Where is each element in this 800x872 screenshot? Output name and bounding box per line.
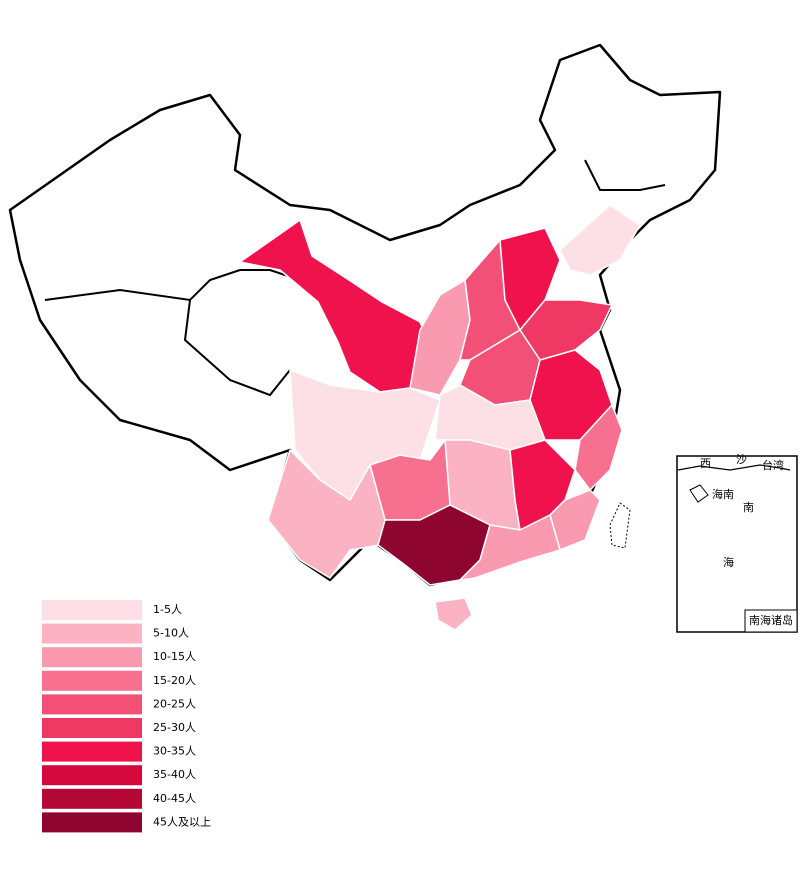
inset-label: 沙 (736, 453, 747, 466)
legend-label: 30-35人 (153, 745, 196, 758)
inset-title-box (744, 609, 798, 633)
legend-label: 10-15人 (153, 650, 196, 663)
legend-swatch (42, 812, 142, 833)
province (434, 597, 473, 631)
inset-label: 海 (723, 555, 734, 569)
legend-label: 40-45人 (153, 792, 196, 805)
legend-label: 5-10人 (153, 627, 189, 640)
legend-label: 45人及以上 (153, 815, 211, 828)
provinces (239, 204, 641, 631)
inset-frame (676, 455, 798, 633)
legend-label: 15-20人 (153, 674, 196, 687)
taiwan (609, 502, 631, 549)
legend-swatch (42, 765, 142, 786)
inset-label: 海南 (712, 487, 734, 501)
inset: 西 沙 台湾 海南 南 海 南海诸岛 (676, 453, 798, 633)
inset-label: 西 (700, 457, 711, 470)
legend-label: 20-25人 (153, 697, 196, 710)
legend-swatch (42, 694, 142, 715)
legend-label: 1-5人 (153, 603, 182, 616)
inset-title: 南海诸岛 (749, 613, 793, 627)
legend-swatch (42, 623, 142, 644)
legend-swatch (42, 647, 142, 668)
legend-swatch (42, 718, 142, 738)
inset-island (689, 484, 709, 503)
legend-swatch (42, 741, 142, 762)
province (559, 204, 641, 276)
legend-swatch (42, 600, 142, 620)
legend-swatch (42, 670, 142, 691)
legend: 1-5人 5-10人 10-15人 15-20人 20-25人 25-30人 30-35人 3… (42, 600, 211, 833)
legend-swatch (42, 788, 142, 809)
legend-label: 25-30人 (153, 721, 196, 734)
province (459, 514, 561, 581)
inset-coast (677, 464, 791, 471)
inset-label: 南 (743, 501, 754, 514)
inset-label: 台湾 (762, 458, 784, 472)
legend-label: 35-40人 (153, 768, 196, 781)
